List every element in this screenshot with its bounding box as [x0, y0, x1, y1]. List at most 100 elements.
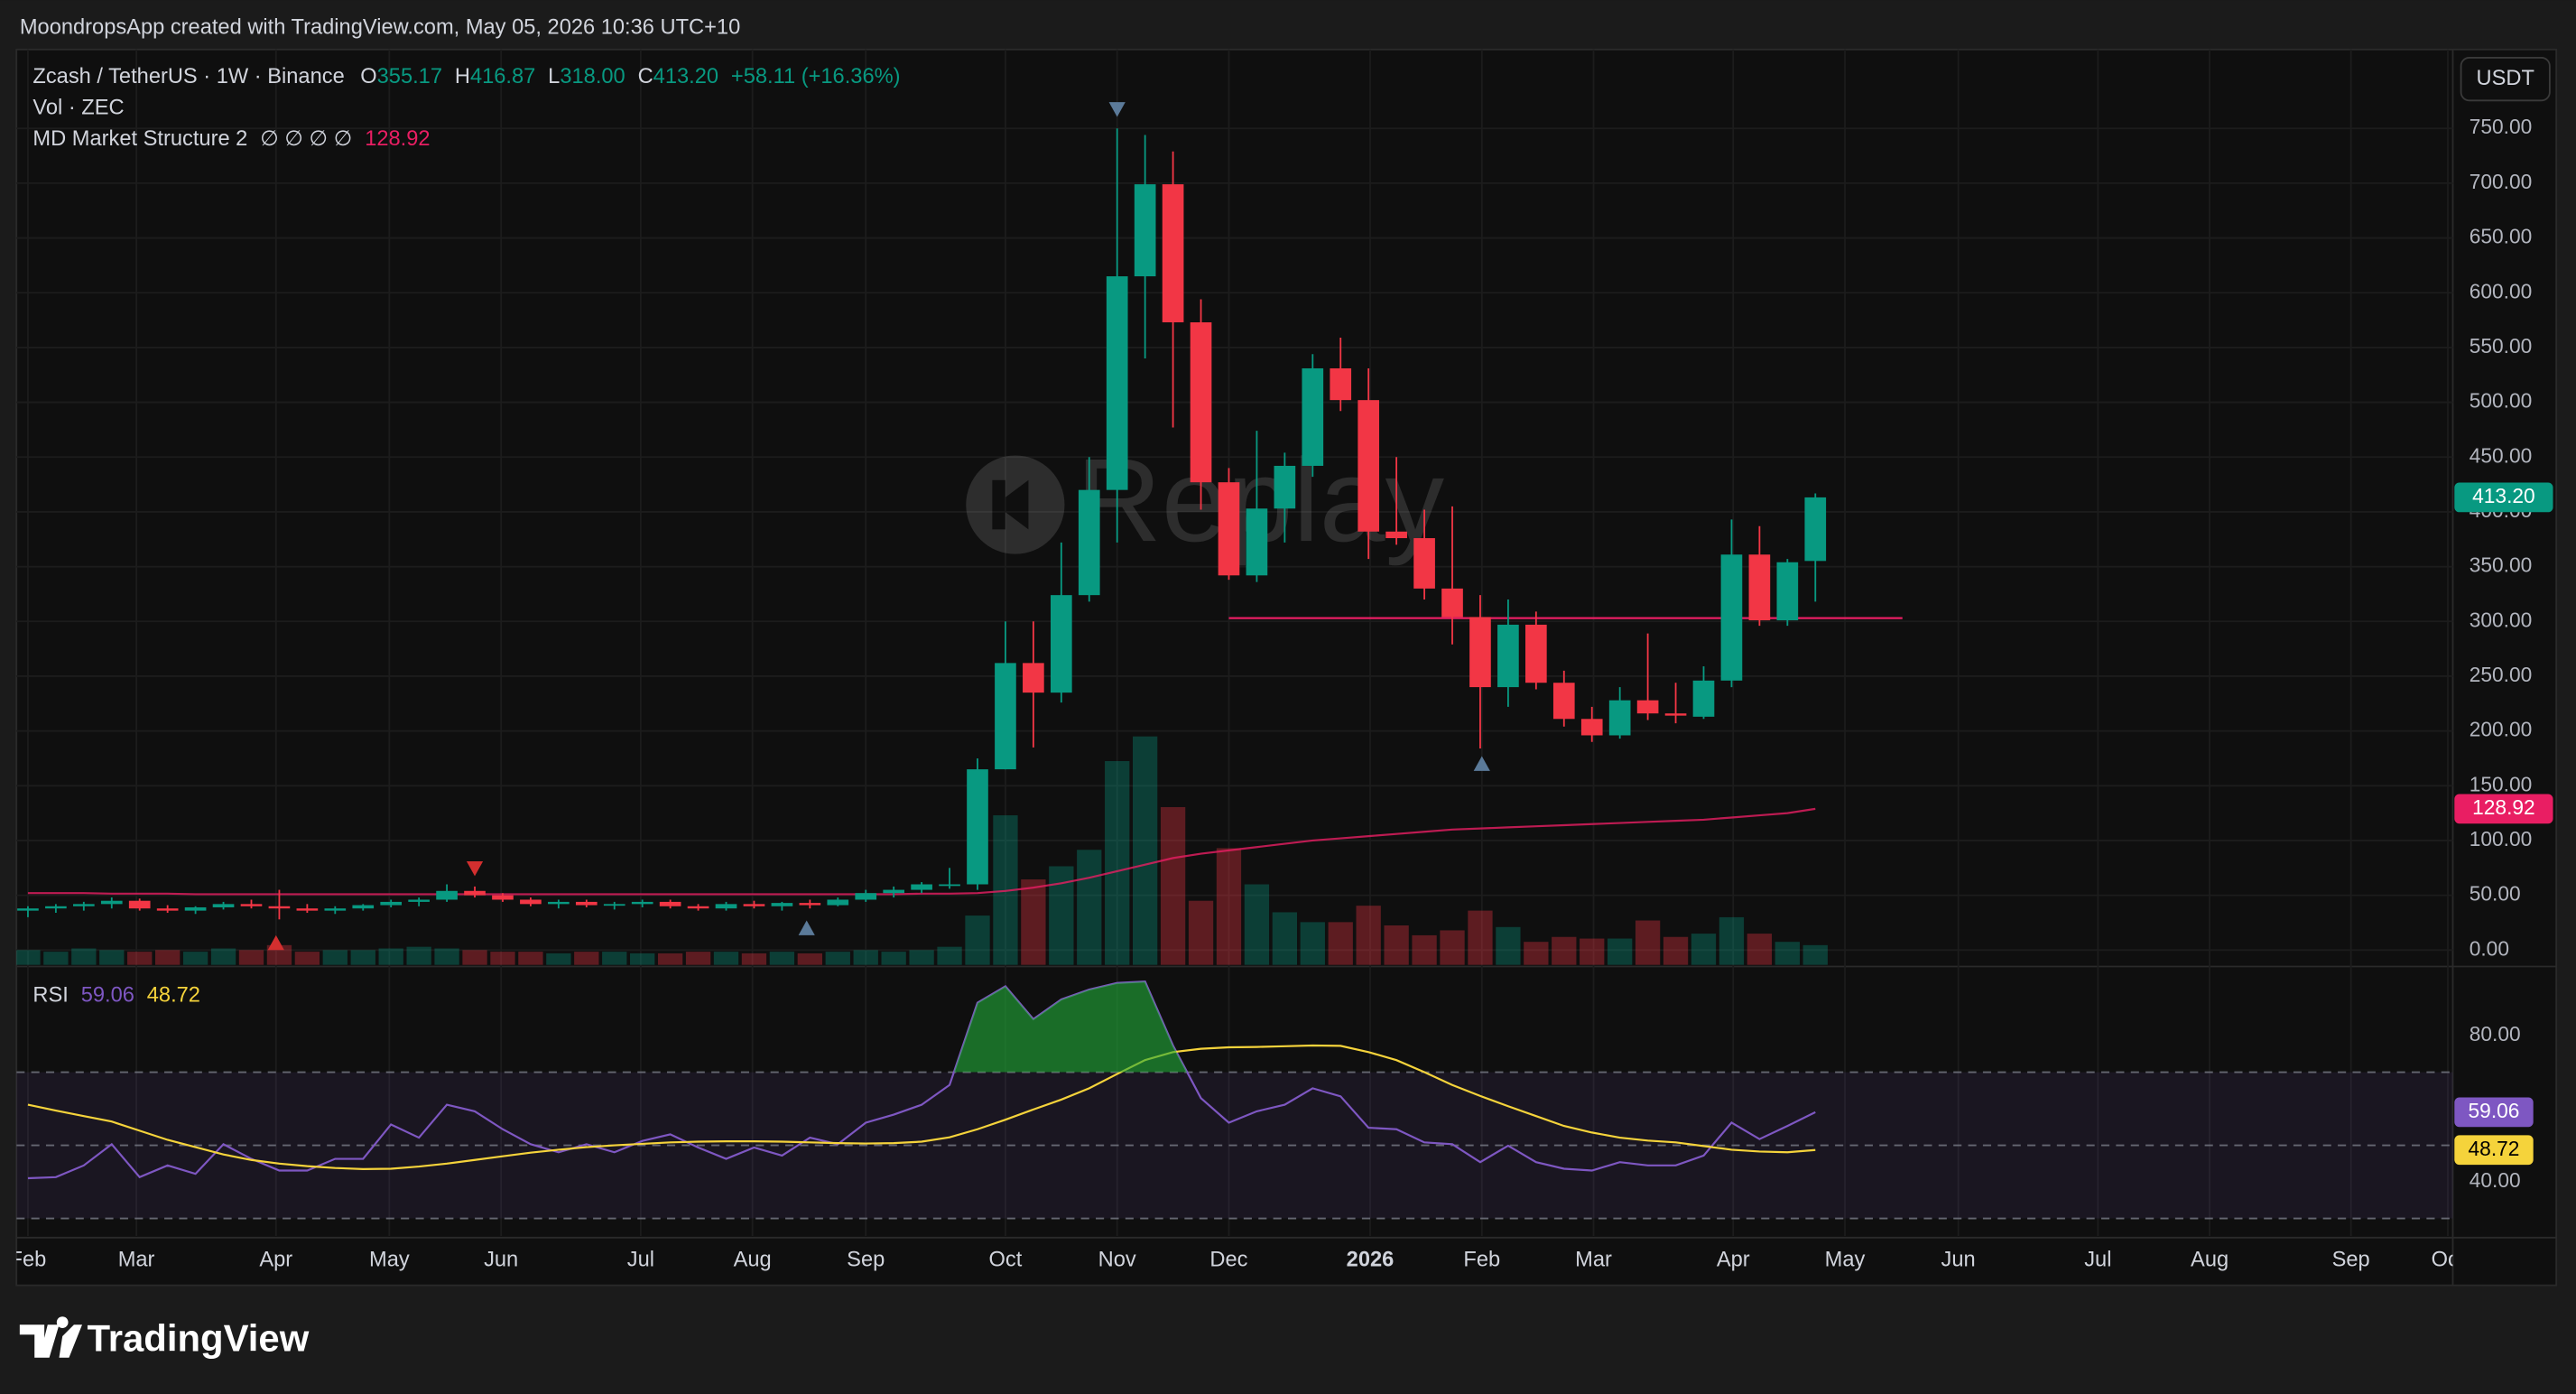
y-tick-label: 500.00 — [2469, 389, 2533, 413]
rsi-tag — [2454, 1135, 2534, 1166]
x-tick-label: Mar — [118, 1249, 155, 1272]
volume-bar — [1160, 806, 1186, 965]
rsi-tick-label: 80.00 — [2469, 1022, 2521, 1046]
ohlc-key: H — [455, 65, 470, 88]
volume-bar — [1691, 934, 1717, 965]
x-tick-label: 2026 — [1347, 1249, 1395, 1272]
candle-body — [715, 904, 737, 909]
volume-bar — [16, 950, 41, 965]
candle-body — [1050, 595, 1072, 693]
x-tick-label: Jul — [627, 1249, 654, 1272]
x-tick-label: Sep — [2332, 1249, 2370, 1272]
currency-box[interactable] — [2460, 57, 2551, 102]
volume-bar — [294, 952, 320, 965]
x-tick-label: Oct — [989, 1249, 1023, 1272]
indicator-settings: ∅ ∅ ∅ ∅ — [260, 127, 352, 151]
volume-bar — [1356, 906, 1381, 965]
indicator-name: MD Market Structure 2 — [32, 127, 247, 151]
x-tick-label: Feb — [1463, 1249, 1500, 1272]
volume-bar — [937, 946, 962, 965]
volume-bar — [546, 953, 571, 965]
candle-body — [520, 899, 542, 905]
volume-bar — [825, 952, 850, 965]
y-tick-label: 350.00 — [2469, 553, 2533, 577]
volume-bar — [1188, 900, 1214, 965]
volume-bar — [1524, 942, 1549, 965]
rsi-overbought-fill — [953, 981, 1188, 1073]
y-tick-label: 600.00 — [2469, 279, 2533, 302]
candle-body — [1385, 531, 1407, 539]
volume-bar — [1216, 848, 1242, 965]
ohlc-key: C — [638, 65, 653, 88]
candle-body — [1218, 482, 1240, 576]
ohlc-change: +58.11 (+16.36%) — [731, 65, 901, 88]
volume-bar — [490, 952, 515, 965]
y-tick-label: 0.00 — [2469, 936, 2509, 960]
volume-bar — [406, 946, 431, 965]
indicator-legend: MD Market Structure 2 ∅ ∅ ∅ ∅ 128.92 — [32, 127, 430, 151]
candle-body — [883, 889, 904, 894]
candle-body — [1608, 700, 1631, 736]
ohlc-key: O — [360, 65, 376, 88]
y-tick-label: 750.00 — [2469, 115, 2533, 138]
rsi-tag — [2454, 1097, 2534, 1128]
rsi-legend: RSI 59.06 48.72 — [32, 984, 200, 1008]
candle-body — [72, 904, 95, 906]
candle-body — [17, 908, 39, 911]
candle-body — [967, 769, 988, 885]
rsi-ma-value: 48.72 — [147, 984, 200, 1008]
candle-body — [1580, 719, 1603, 736]
volume-bar — [182, 952, 208, 965]
volume-bar — [630, 953, 655, 965]
candle-body — [1274, 465, 1296, 509]
x-tick-label: Jul — [2084, 1249, 2111, 1272]
candle-body — [45, 906, 67, 909]
candle-body — [799, 903, 821, 906]
x-tick-label: Dec — [1209, 1249, 1247, 1272]
candle-body — [939, 884, 960, 887]
candle-body — [1469, 617, 1491, 688]
marker — [267, 934, 284, 951]
footer-logo: TradingView — [19, 1316, 310, 1360]
x-tick-label: Aug — [2191, 1249, 2229, 1272]
watermark-icon — [966, 455, 1065, 554]
candle-body — [1441, 588, 1463, 618]
ohlc-key: L — [548, 65, 560, 88]
candle-body — [827, 899, 849, 906]
volume-bar — [602, 952, 627, 965]
candle-body — [771, 903, 793, 906]
y-tick-label: 50.00 — [2469, 882, 2521, 906]
candle-body — [324, 908, 347, 911]
volume-bar — [1608, 938, 1633, 965]
volume-bar — [99, 950, 125, 965]
volume-bar — [1747, 934, 1773, 965]
rsi-tag-label: 59.06 — [2469, 1099, 2520, 1122]
volume-bar — [1774, 942, 1800, 965]
candle-body — [212, 904, 235, 907]
candle-body — [1525, 624, 1547, 683]
indicator-value: 128.92 — [365, 127, 430, 151]
candle-body — [743, 904, 765, 906]
candle-body — [436, 890, 458, 900]
x-tick-label: Oct — [2432, 1249, 2465, 1272]
x-tick-label: Mar — [1575, 1249, 1612, 1272]
candle-body — [548, 901, 570, 905]
candle-body — [1552, 683, 1575, 720]
candle-body — [268, 906, 291, 909]
candle-body — [1357, 400, 1380, 532]
candle-body — [631, 901, 653, 905]
volume-bar — [881, 952, 906, 965]
candle-body — [100, 900, 123, 905]
markers — [267, 102, 1490, 951]
candle-body — [1162, 184, 1184, 323]
rsi-tick-label: 40.00 — [2469, 1168, 2521, 1192]
ohlc-value: 318.00 — [560, 65, 625, 88]
x-tick-label: Sep — [847, 1249, 885, 1272]
currency: USDT — [2477, 67, 2534, 90]
header-text: MoondropsApp created with TradingView.co… — [20, 15, 740, 39]
indicator-tag-label: 128.92 — [2472, 795, 2535, 819]
candle-body — [1776, 562, 1799, 621]
volume-bar — [1077, 850, 1102, 965]
volume-bar — [1468, 910, 1493, 965]
volume-bar — [797, 953, 822, 965]
